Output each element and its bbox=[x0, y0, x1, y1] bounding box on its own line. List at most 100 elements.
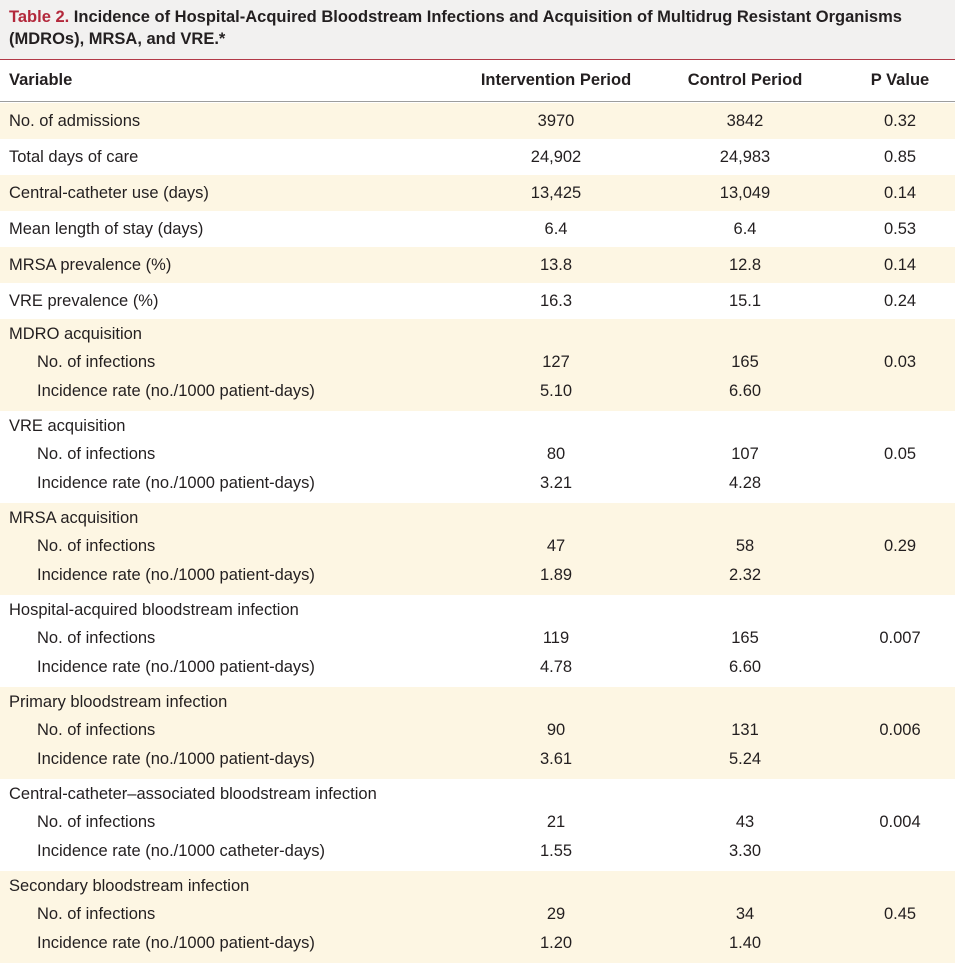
control-infections-cell: 165 bbox=[731, 629, 759, 647]
control-rate-cell: 6.60 bbox=[728, 658, 762, 676]
table-title-block: Table 2. Incidence of Hospital-Acquired … bbox=[0, 0, 955, 60]
control-infections-cell: 34 bbox=[735, 905, 755, 923]
variable-cell: Total days of care bbox=[9, 148, 139, 166]
group-heading-cell: VRE acquisition bbox=[9, 417, 126, 435]
table-title-text: Incidence of Hospital-Acquired Bloodstre… bbox=[9, 8, 902, 48]
control-rate-cell: 6.60 bbox=[728, 382, 762, 400]
table-row: MRSA prevalence (%) 13.8 12.8 0.14 bbox=[0, 247, 955, 283]
table-row-group: VRE acquisition No. of infections 80 107 0.0… bbox=[0, 411, 955, 503]
control-infections-cell: 43 bbox=[735, 813, 755, 831]
intervention-rate-cell: 3.61 bbox=[539, 750, 573, 768]
control-infections-cell: 131 bbox=[731, 721, 759, 739]
intervention-rate-cell: 1.20 bbox=[539, 934, 573, 952]
rate-label-cell: Incidence rate (no./1000 patient-days) bbox=[37, 382, 315, 400]
table-title: Table 2. Incidence of Hospital-Acquired … bbox=[9, 6, 949, 50]
group-heading-cell: Hospital-acquired bloodstream infection bbox=[9, 601, 299, 619]
rate-label-cell: Incidence rate (no./1000 patient-days) bbox=[37, 566, 315, 584]
intervention-infections-cell: 47 bbox=[546, 537, 566, 555]
table-row: VRE prevalence (%) 16.3 15.1 0.24 bbox=[0, 283, 955, 319]
variable-cell: MRSA prevalence (%) bbox=[9, 256, 172, 274]
intervention-rate-cell: 1.55 bbox=[539, 842, 573, 860]
rate-label-cell: Incidence rate (no./1000 patient-days) bbox=[37, 658, 315, 676]
table-row-group: MRSA acquisition No. of infections 47 58 0.2… bbox=[0, 503, 955, 595]
column-header-p-value: P Value bbox=[870, 71, 930, 89]
group-heading-cell: Secondary bloodstream infection bbox=[9, 877, 250, 895]
p-value-cell: 0.24 bbox=[883, 292, 917, 310]
infections-label-cell: No. of infections bbox=[37, 353, 156, 371]
control-cell: 12.8 bbox=[728, 256, 762, 274]
rate-label-cell: Incidence rate (no./1000 patient-days) bbox=[37, 934, 315, 952]
p-value-cell: 0.29 bbox=[883, 537, 917, 555]
intervention-cell: 16.3 bbox=[539, 292, 573, 310]
table-row: Total days of care 24,902 24,983 0.85 bbox=[0, 139, 955, 175]
control-cell: 3842 bbox=[726, 112, 764, 130]
variable-cell: Mean length of stay (days) bbox=[9, 220, 204, 238]
table-number-label: Table 2. bbox=[9, 8, 70, 26]
variable-cell: Central-catheter use (days) bbox=[9, 184, 209, 202]
intervention-infections-cell: 29 bbox=[546, 905, 566, 923]
group-heading-cell: MRSA acquisition bbox=[9, 509, 139, 527]
column-header-intervention: Intervention Period bbox=[480, 71, 632, 89]
p-value-cell: 0.004 bbox=[879, 813, 921, 831]
p-value-cell: 0.14 bbox=[883, 256, 917, 274]
control-rate-cell: 3.30 bbox=[728, 842, 762, 860]
table-row: No. of admissions 3970 3842 0.32 bbox=[0, 103, 955, 139]
p-value-cell: 0.14 bbox=[883, 184, 917, 202]
infections-label-cell: No. of infections bbox=[37, 721, 156, 739]
table-row: Central-catheter use (days) 13,425 13,049 0… bbox=[0, 175, 955, 211]
column-header-control: Control Period bbox=[687, 71, 803, 89]
table-row: Mean length of stay (days) 6.4 6.4 0.53 bbox=[0, 211, 955, 247]
control-rate-cell: 2.32 bbox=[728, 566, 762, 584]
control-cell: 15.1 bbox=[728, 292, 762, 310]
control-cell: 13,049 bbox=[719, 184, 771, 202]
p-value-cell: 0.53 bbox=[883, 220, 917, 238]
variable-cell: VRE prevalence (%) bbox=[9, 292, 159, 310]
infections-label-cell: No. of infections bbox=[37, 629, 156, 647]
infections-label-cell: No. of infections bbox=[37, 813, 156, 831]
p-value-cell: 0.03 bbox=[883, 353, 917, 371]
p-value-cell: 0.05 bbox=[883, 445, 917, 463]
table-row-group: Primary bloodstream infection No. of infe… bbox=[0, 687, 955, 779]
control-cell: 24,983 bbox=[719, 148, 771, 166]
intervention-infections-cell: 80 bbox=[546, 445, 566, 463]
p-value-cell: 0.006 bbox=[879, 721, 921, 739]
table-row-group: MDRO acquisition No. of infections 127 165 0… bbox=[0, 319, 955, 411]
group-heading-cell: Central-catheter–associated bloodstream … bbox=[9, 785, 377, 803]
variable-cell: No. of admissions bbox=[9, 112, 141, 130]
intervention-rate-cell: 4.78 bbox=[539, 658, 573, 676]
rate-label-cell: Incidence rate (no./1000 patient-days) bbox=[37, 750, 315, 768]
intervention-cell: 13.8 bbox=[539, 256, 573, 274]
infections-label-cell: No. of infections bbox=[37, 537, 156, 555]
rate-label-cell: Incidence rate (no./1000 catheter-days) bbox=[37, 842, 326, 860]
p-value-cell: 0.32 bbox=[883, 112, 917, 130]
control-infections-cell: 165 bbox=[731, 353, 759, 371]
control-infections-cell: 107 bbox=[731, 445, 759, 463]
intervention-infections-cell: 127 bbox=[542, 353, 570, 371]
intervention-cell: 3970 bbox=[537, 112, 575, 130]
column-header-variable: Variable bbox=[9, 71, 73, 89]
table-row-group: Hospital-acquired bloodstream infection N… bbox=[0, 595, 955, 687]
infections-label-cell: No. of infections bbox=[37, 445, 156, 463]
table-row-group: Central-catheter–associated bloodstream … bbox=[0, 779, 955, 871]
intervention-rate-cell: 5.10 bbox=[539, 382, 573, 400]
p-value-cell: 0.007 bbox=[879, 629, 921, 647]
table-header-row: Variable Intervention Period Control Per… bbox=[0, 61, 955, 102]
control-rate-cell: 4.28 bbox=[728, 474, 762, 492]
intervention-cell: 24,902 bbox=[530, 148, 582, 166]
intervention-rate-cell: 1.89 bbox=[539, 566, 573, 584]
intervention-cell: 13,425 bbox=[530, 184, 582, 202]
intervention-infections-cell: 21 bbox=[546, 813, 566, 831]
control-cell: 6.4 bbox=[733, 220, 757, 238]
group-heading-cell: Primary bloodstream infection bbox=[9, 693, 228, 711]
rate-label-cell: Incidence rate (no./1000 patient-days) bbox=[37, 474, 315, 492]
control-rate-cell: 5.24 bbox=[728, 750, 762, 768]
group-heading-cell: MDRO acquisition bbox=[9, 325, 142, 343]
intervention-cell: 6.4 bbox=[544, 220, 568, 238]
p-value-cell: 0.45 bbox=[883, 905, 917, 923]
intervention-infections-cell: 119 bbox=[542, 629, 570, 647]
table-row-group: Secondary bloodstream infection No. of in… bbox=[0, 871, 955, 963]
intervention-rate-cell: 3.21 bbox=[539, 474, 573, 492]
p-value-cell: 0.85 bbox=[883, 148, 917, 166]
intervention-infections-cell: 90 bbox=[546, 721, 566, 739]
control-rate-cell: 1.40 bbox=[728, 934, 762, 952]
